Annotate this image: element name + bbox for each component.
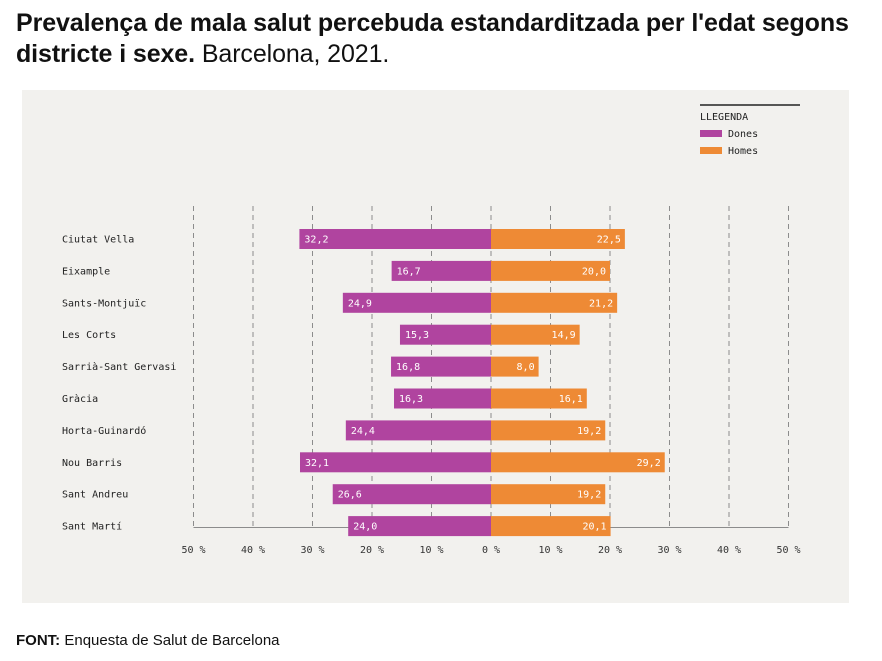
bar-homes	[491, 260, 610, 281]
source-note: FONT: Enquesta de Salut de Barcelona	[16, 632, 280, 649]
category-label: Sant Andreu	[62, 490, 128, 501]
bar-dones	[342, 292, 491, 313]
source-label: FONT:	[16, 632, 61, 649]
category-label: Nou Barris	[62, 458, 122, 469]
x-tick-label: 10 %	[538, 545, 562, 556]
category-label: Sants-Montjuïc	[62, 298, 146, 309]
bar-homes	[491, 420, 606, 441]
bar-homes	[491, 292, 618, 313]
x-tick-label: 40 %	[717, 545, 741, 556]
bar-dones	[345, 420, 491, 441]
legend-label: Homes	[728, 146, 758, 157]
data-label-homes: 8,0	[517, 362, 535, 373]
category-label: Sarrià-Sant Gervasi	[62, 361, 176, 373]
category-label: Gràcia	[62, 393, 98, 405]
bar-homes	[491, 516, 611, 537]
data-label-homes: 29,2	[637, 458, 661, 469]
data-label-dones: 16,8	[396, 362, 420, 373]
chart-subtitle: Barcelona, 2021.	[201, 40, 390, 68]
legend-label: Dones	[728, 129, 758, 140]
data-label-homes: 20,0	[582, 266, 606, 277]
bar-dones	[332, 484, 491, 505]
data-label-dones: 24,0	[353, 522, 377, 533]
x-tick-label: 50 %	[776, 545, 800, 556]
bar-dones	[348, 516, 491, 537]
x-tick-label: 40 %	[241, 545, 265, 556]
chart-panel: 50 % 40 % 30 % 20 % 10 % 0 % 10 % 20 % 30 % 40 % 5…	[22, 90, 849, 603]
data-label-homes: 19,2	[577, 490, 601, 501]
x-tick-label: 20 %	[360, 545, 384, 556]
data-label-homes: 16,1	[559, 394, 583, 405]
data-label-homes: 19,2	[577, 426, 601, 437]
bar-homes	[491, 484, 606, 505]
bar-dones	[391, 356, 491, 377]
data-label-dones: 26,6	[338, 490, 362, 501]
x-tick-label: 30 %	[657, 545, 681, 556]
bar-dones	[300, 452, 491, 473]
data-label-homes: 22,5	[597, 235, 621, 246]
bar-homes	[491, 356, 539, 377]
legend-title: LLEGENDA	[700, 112, 748, 123]
bar-homes	[491, 452, 665, 473]
category-label: Horta-Guinardó	[62, 425, 146, 437]
category-label: Eixample	[62, 266, 110, 277]
source-text: Enquesta de Salut de Barcelona	[64, 632, 280, 649]
data-label-dones: 32,1	[305, 458, 329, 469]
chart-canvas: 50 % 40 % 30 % 20 % 10 % 0 % 10 % 20 % 30 % 40 % 5…	[62, 104, 801, 556]
data-label-dones: 16,3	[399, 394, 423, 405]
x-tick-label: 20 %	[598, 545, 622, 556]
category-label: Les Corts	[62, 330, 116, 341]
bar-dones	[394, 388, 491, 409]
bar-dones	[399, 324, 491, 345]
x-tick-label: 0 %	[482, 545, 500, 556]
data-label-dones: 32,2	[304, 235, 328, 246]
data-label-dones: 16,7	[397, 266, 421, 277]
category-label: Sant Martí	[62, 521, 122, 533]
bar-dones	[391, 260, 491, 281]
x-tick-label: 30 %	[300, 545, 324, 556]
data-label-homes: 21,2	[589, 298, 613, 309]
data-label-homes: 20,1	[583, 522, 607, 533]
bar-homes	[491, 324, 580, 345]
x-tick-label: 10 %	[419, 545, 443, 556]
chart-title: Prevalença de mala salut percebuda estan…	[16, 9, 849, 68]
legend-swatch	[700, 130, 722, 137]
bar-homes	[491, 388, 587, 409]
bar-dones	[299, 229, 491, 249]
data-label-dones: 24,9	[348, 298, 372, 309]
data-label-homes: 14,9	[552, 330, 576, 341]
legend-swatch	[700, 147, 722, 154]
x-tick-label: 50 %	[181, 545, 205, 556]
bar-homes	[491, 229, 625, 249]
chart-header: Prevalença de mala salut percebuda estan…	[16, 8, 876, 70]
category-label: Ciutat Vella	[62, 235, 134, 246]
data-label-dones: 15,3	[405, 330, 429, 341]
data-label-dones: 24,4	[351, 426, 375, 437]
